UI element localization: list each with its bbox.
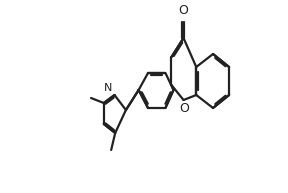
Text: N: N [104,83,113,93]
Text: O: O [179,102,190,115]
Text: O: O [179,4,188,17]
